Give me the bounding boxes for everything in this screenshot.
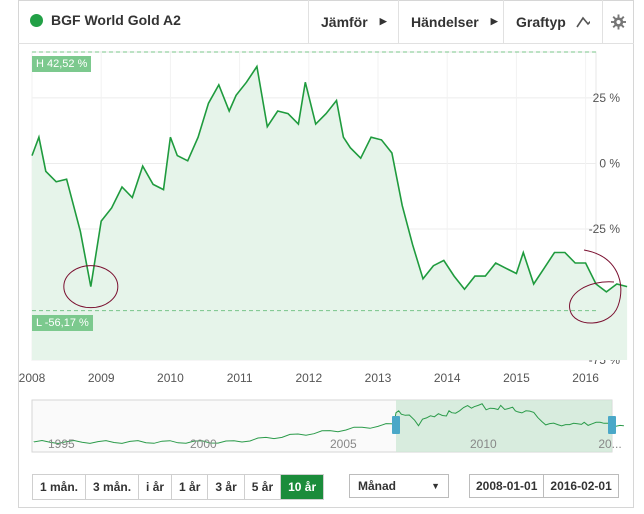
- series-area: [32, 66, 628, 360]
- date-range: 2008-01-01 2016-02-01: [469, 474, 619, 498]
- x-tick-label: 2012: [295, 371, 322, 385]
- chart-header: BGF World Gold A2 Jämför ▶ Händelser ▶ G…: [18, 0, 634, 44]
- navigator-selection[interactable]: [396, 400, 612, 452]
- annotation-circle: [63, 265, 119, 309]
- interval-value: Månad: [358, 479, 397, 493]
- period-button[interactable]: 1 mån.: [33, 475, 87, 499]
- navigator-tick-label: 2005: [330, 437, 357, 451]
- x-tick-label: 2010: [157, 371, 184, 385]
- events-label: Händelser: [411, 13, 479, 30]
- period-button[interactable]: 5 år: [244, 475, 282, 499]
- charttype-button[interactable]: Graftyp: [503, 0, 602, 43]
- events-button[interactable]: Händelser ▶: [398, 0, 503, 43]
- x-tick-label: 2008: [19, 371, 46, 385]
- period-button[interactable]: i år: [139, 475, 173, 499]
- annotation-circle: [569, 249, 622, 324]
- period-button[interactable]: 3 mån.: [86, 475, 140, 499]
- navigator-tick-label: 1995: [48, 437, 75, 451]
- arrow-right-icon: ▶: [379, 16, 387, 26]
- price-chart[interactable]: 25 %0 %-25 %-50 %-75 %200820092010201120…: [18, 44, 634, 472]
- series-dot-icon: [30, 13, 43, 27]
- date-from-field[interactable]: 2008-01-01: [476, 479, 538, 493]
- date-to-field[interactable]: 2016-02-01: [543, 475, 617, 497]
- compare-button[interactable]: Jämför ▶: [308, 0, 398, 43]
- period-button[interactable]: 10 år: [281, 475, 324, 499]
- x-tick-label: 2009: [88, 371, 115, 385]
- chart-area[interactable]: 25 %0 %-25 %-50 %-75 %200820092010201120…: [18, 44, 634, 477]
- fund-title-text: BGF World Gold A2: [51, 12, 181, 28]
- y-tick-label: 25 %: [593, 91, 621, 105]
- period-button[interactable]: 3 år: [208, 475, 245, 499]
- gear-icon: [611, 14, 626, 29]
- low-label: L -56,17 %: [32, 315, 93, 331]
- y-tick-label: -25 %: [589, 222, 621, 236]
- x-tick-label: 2016: [572, 371, 599, 385]
- charttype-label: Graftyp: [516, 13, 566, 30]
- x-tick-label: 2014: [434, 371, 461, 385]
- navigator-line: [33, 403, 624, 445]
- chevron-down-icon: ▼: [431, 481, 440, 491]
- navigator-handle-left[interactable]: [392, 416, 400, 434]
- navigator-tick-label: 2010: [470, 437, 497, 451]
- series-line: [31, 64, 628, 293]
- period-button[interactable]: 1 år: [172, 475, 209, 499]
- y-tick-label: 0 %: [599, 156, 620, 170]
- settings-button[interactable]: [602, 0, 634, 43]
- fund-title: BGF World Gold A2: [30, 12, 181, 28]
- navigator-tick-label: 20...: [598, 437, 621, 451]
- x-tick-label: 2011: [227, 371, 253, 385]
- period-buttons: 1 mån. 3 mån. i år 1 år 3 år 5 år 10 år: [32, 474, 325, 500]
- navigator-tick-label: 2000: [190, 437, 217, 451]
- high-label: H 42,52 %: [32, 56, 92, 72]
- x-tick-label: 2015: [503, 371, 530, 385]
- interval-select[interactable]: Månad ▼: [349, 474, 449, 498]
- line-chart-icon: [576, 16, 590, 27]
- navigator-handle-right[interactable]: [608, 416, 616, 434]
- compare-label: Jämför: [321, 13, 368, 30]
- period-selector: 1 mån. 3 mån. i år 1 år 3 år 5 år 10 år: [32, 474, 325, 500]
- x-tick-label: 2013: [365, 371, 392, 385]
- arrow-right-icon: ▶: [490, 16, 498, 26]
